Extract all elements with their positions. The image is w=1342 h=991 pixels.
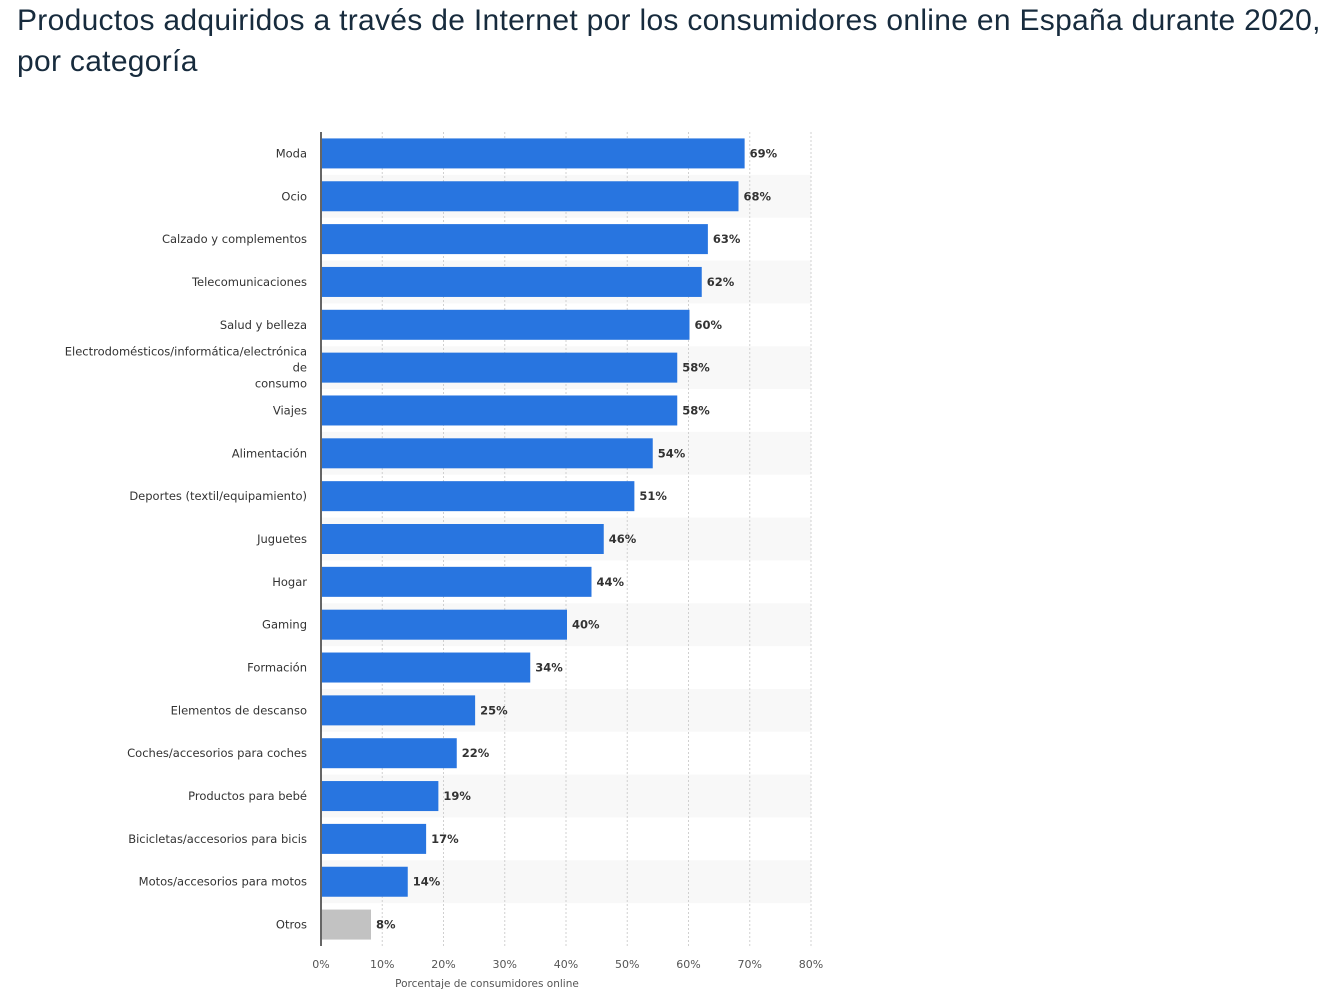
category-label: Deportes (textil/equipamiento) — [129, 489, 307, 503]
x-tick-label: 10% — [370, 958, 394, 971]
bar[interactable] — [322, 266, 702, 297]
bar[interactable] — [322, 909, 371, 940]
bar[interactable] — [322, 224, 708, 255]
category-label: Moda — [276, 146, 307, 160]
value-label: 58% — [682, 361, 710, 375]
bar[interactable] — [322, 481, 635, 512]
value-label: 68% — [744, 189, 772, 203]
category-label: Calzado y complementos — [162, 232, 307, 246]
bar[interactable] — [322, 781, 439, 812]
bar[interactable] — [322, 395, 678, 426]
x-axis-title: Porcentaje de consumidores online — [395, 978, 579, 990]
category-label: Juguetes — [256, 532, 307, 546]
category-label: Alimentación — [232, 446, 307, 460]
bar[interactable] — [322, 138, 745, 169]
x-tick-label: 20% — [431, 958, 455, 971]
x-tick-label: 50% — [615, 958, 639, 971]
value-label: 40% — [572, 618, 600, 632]
bar[interactable] — [322, 823, 427, 854]
category-label: Salud y belleza — [220, 318, 307, 332]
bar[interactable] — [322, 566, 592, 597]
value-label: 63% — [713, 232, 741, 246]
category-label: Elementos de descanso — [171, 703, 307, 717]
value-label: 34% — [535, 661, 563, 675]
x-tick-labels: 0% 10% 20% 30% 40% 50% 60% 70% 80% — [312, 958, 823, 971]
category-label: Ocio — [281, 189, 307, 203]
value-label: 17% — [431, 832, 459, 846]
bars — [322, 138, 745, 940]
value-label: 46% — [609, 532, 637, 546]
value-label: 25% — [480, 703, 508, 717]
bar[interactable] — [322, 524, 604, 554]
bar[interactable] — [322, 609, 567, 640]
value-label: 19% — [443, 789, 471, 803]
category-label: Motos/accesorios para motos — [139, 875, 307, 889]
category-label: Electrodomésticos/informática/electrónic… — [65, 345, 307, 391]
category-label: Gaming — [262, 618, 307, 632]
x-tick-label: 40% — [554, 958, 578, 971]
bar[interactable] — [322, 352, 678, 383]
x-tick-label: 60% — [676, 958, 700, 971]
value-label: 54% — [658, 446, 686, 460]
value-label: 44% — [597, 575, 625, 589]
value-label: 8% — [376, 918, 396, 932]
value-label: 58% — [682, 403, 710, 417]
chart-title: Productos adquiridos a través de Interne… — [17, 4, 1321, 78]
bar[interactable] — [322, 309, 690, 340]
bar[interactable] — [322, 695, 476, 726]
bar[interactable] — [322, 866, 408, 897]
value-label: 14% — [413, 875, 441, 889]
category-label: Bicicletas/accesorios para bicis — [128, 832, 307, 846]
value-label: 62% — [707, 275, 735, 289]
category-label: Viajes — [273, 403, 307, 417]
x-tick-label: 80% — [799, 958, 823, 971]
value-label: 51% — [639, 489, 667, 503]
bar[interactable] — [322, 652, 531, 683]
bar[interactable] — [322, 738, 457, 769]
category-label: Formación — [247, 661, 307, 675]
value-labels: 69% 68% 63% 62% 60% 58% 58% 54% 51% 46% 44% 40% 34% 2… — [376, 146, 778, 931]
bar[interactable] — [322, 181, 739, 212]
category-label: Hogar — [272, 575, 307, 589]
x-tick-label: 0% — [312, 958, 329, 971]
value-label: 69% — [750, 146, 778, 160]
x-tick-label: 70% — [738, 958, 762, 971]
value-label: 22% — [462, 746, 490, 760]
category-label: Telecomunicaciones — [191, 275, 307, 289]
bar[interactable] — [322, 438, 653, 469]
value-label: 60% — [695, 318, 723, 332]
x-tick-label: 30% — [493, 958, 517, 971]
category-labels: Moda Ocio Calzado y complementos Telecomuni… — [65, 146, 308, 931]
category-label: Productos para bebé — [188, 789, 307, 803]
category-label: Coches/accesorios para coches — [127, 746, 307, 760]
category-label: Otros — [276, 918, 307, 932]
